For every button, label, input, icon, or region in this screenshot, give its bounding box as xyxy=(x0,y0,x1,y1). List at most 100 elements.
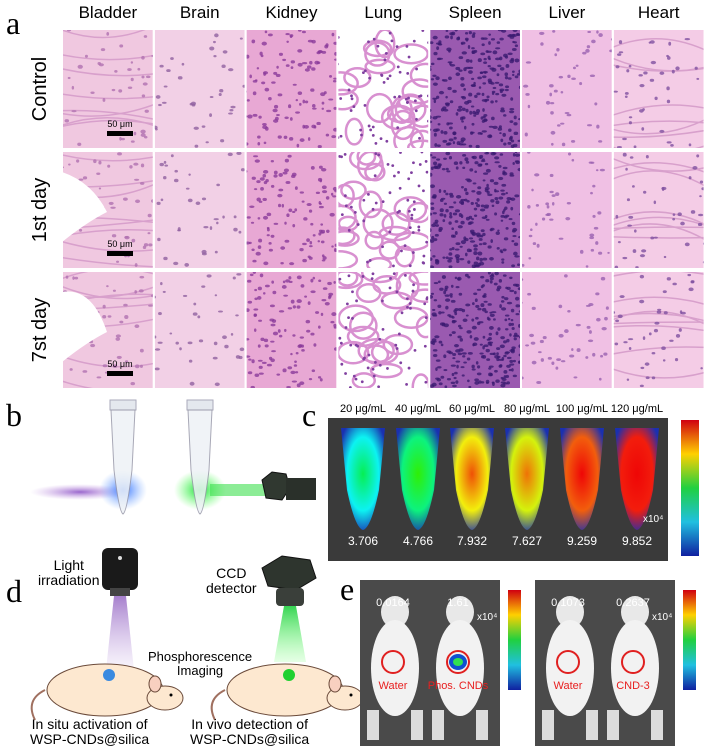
nucleus xyxy=(371,272,375,276)
nucleus xyxy=(517,139,521,142)
nucleus xyxy=(455,72,461,77)
nucleus xyxy=(319,231,325,234)
nucleus xyxy=(310,166,315,170)
nucleus xyxy=(498,83,504,87)
nucleus xyxy=(443,368,448,372)
nucleus xyxy=(604,316,608,321)
nucleus xyxy=(481,130,487,133)
nucleus xyxy=(282,368,287,373)
nucleus xyxy=(493,352,496,356)
nucleus xyxy=(475,232,481,237)
nucleus xyxy=(435,128,440,132)
fiber xyxy=(63,104,153,117)
nucleus xyxy=(486,316,490,321)
nucleus xyxy=(90,343,96,348)
nucleus xyxy=(483,57,487,61)
nucleus xyxy=(638,74,643,77)
nucleus xyxy=(504,72,509,77)
nucleus xyxy=(672,213,676,217)
nucleus xyxy=(304,100,309,104)
nucleus xyxy=(592,214,596,218)
nucleus xyxy=(445,103,450,107)
nucleus xyxy=(465,314,469,317)
nucleus xyxy=(278,188,284,192)
nucleus xyxy=(449,100,454,104)
nucleus xyxy=(354,377,358,381)
nucleus xyxy=(154,295,156,299)
nucleus xyxy=(433,99,437,104)
nucleus xyxy=(71,85,75,90)
nucleus xyxy=(461,96,466,100)
nucleus xyxy=(310,290,316,294)
nucleus xyxy=(479,261,485,266)
nucleus xyxy=(511,264,516,268)
nucleus xyxy=(525,344,530,347)
nucleus xyxy=(508,136,513,141)
nucleus xyxy=(459,326,463,330)
mouse-leg xyxy=(607,710,619,740)
nucleus xyxy=(503,370,508,374)
nucleus xyxy=(517,167,521,172)
nucleus xyxy=(447,142,452,146)
nucleus xyxy=(82,370,88,373)
nucleus xyxy=(488,365,494,368)
nucleus xyxy=(474,161,479,165)
nucleus xyxy=(619,295,625,299)
nucleus xyxy=(169,332,173,335)
nucleus xyxy=(290,352,293,356)
nucleus xyxy=(564,329,569,334)
nucleus xyxy=(511,322,515,326)
nucleus xyxy=(441,79,445,82)
nucleus xyxy=(151,199,153,203)
nucleus xyxy=(485,348,490,353)
nucleus xyxy=(151,294,153,298)
nucleus xyxy=(450,299,456,303)
tissue-image xyxy=(522,272,612,388)
nucleus xyxy=(351,317,354,320)
tissue-texture xyxy=(154,152,245,268)
panel-label: d xyxy=(6,573,22,609)
nucleus xyxy=(63,166,64,169)
nucleus xyxy=(333,77,337,80)
nucleus xyxy=(314,60,320,65)
nucleus xyxy=(454,343,459,348)
nucleus xyxy=(442,108,449,112)
nucleus xyxy=(124,315,129,319)
nucleus xyxy=(277,193,283,198)
nucleus xyxy=(469,334,473,339)
tissue-texture xyxy=(63,272,153,388)
nucleus xyxy=(403,244,407,248)
nucleus xyxy=(93,159,97,164)
nucleus xyxy=(499,109,506,113)
nucleus xyxy=(561,142,566,147)
nucleus xyxy=(356,223,360,226)
nucleus xyxy=(249,74,252,79)
nucleus xyxy=(508,218,513,221)
nucleus xyxy=(445,256,449,260)
nucleus xyxy=(388,31,392,35)
nucleus xyxy=(484,188,489,193)
nucleus xyxy=(471,364,475,369)
nucleus xyxy=(119,44,124,48)
nucleus xyxy=(527,205,531,209)
nucleus xyxy=(436,144,441,148)
nucleus xyxy=(461,120,464,123)
nucleus xyxy=(483,293,487,296)
nucleus xyxy=(654,321,660,325)
nucleus xyxy=(511,368,514,372)
nucleus xyxy=(498,176,504,181)
nucleus xyxy=(454,30,458,32)
nucleus xyxy=(483,61,488,64)
tissue-header: Heart xyxy=(637,3,680,22)
intensity-label: 7.932 xyxy=(456,534,488,548)
nucleus xyxy=(598,251,603,255)
tissue-bg xyxy=(522,30,612,148)
nucleus xyxy=(467,260,471,264)
nucleus xyxy=(474,94,478,98)
nucleus xyxy=(340,213,344,217)
nucleus xyxy=(448,252,453,256)
nucleus xyxy=(263,261,269,266)
nucleus xyxy=(216,183,220,187)
nucleus xyxy=(645,154,649,159)
nucleus xyxy=(254,288,258,292)
